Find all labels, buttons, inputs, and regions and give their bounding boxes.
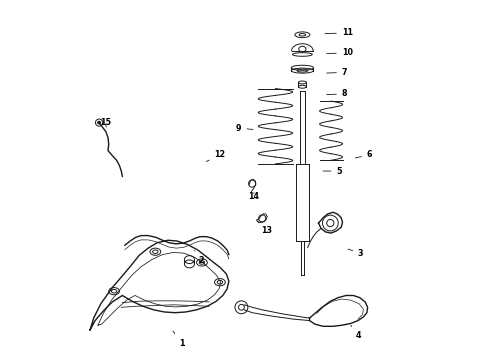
Text: 5: 5 [323, 167, 342, 176]
Text: 14: 14 [248, 192, 260, 201]
Text: 13: 13 [258, 221, 272, 235]
Circle shape [98, 121, 100, 124]
Text: 1: 1 [173, 331, 184, 348]
Text: 7: 7 [327, 68, 347, 77]
Text: 12: 12 [206, 150, 225, 162]
Text: 11: 11 [325, 28, 353, 37]
Text: 3: 3 [348, 249, 364, 258]
Text: 15: 15 [100, 118, 111, 127]
Text: 9: 9 [236, 123, 253, 132]
Text: 6: 6 [355, 150, 372, 159]
Text: 4: 4 [351, 325, 362, 341]
Text: 10: 10 [327, 48, 353, 57]
Text: 8: 8 [327, 89, 347, 98]
Text: 2: 2 [195, 251, 204, 265]
